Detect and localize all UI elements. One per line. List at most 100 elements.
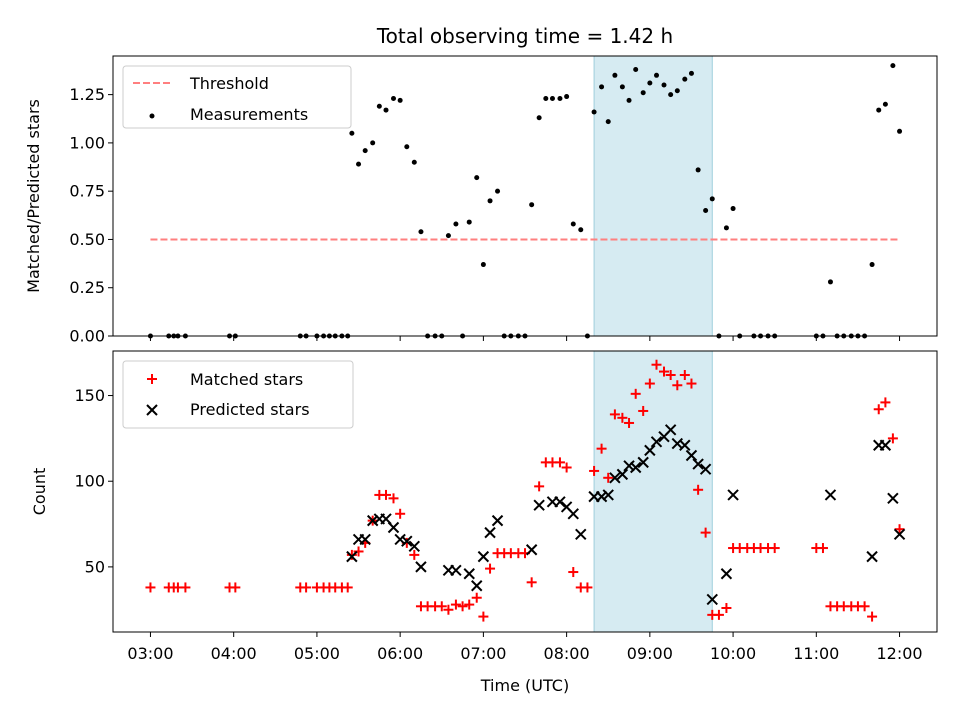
- measurement-point: [633, 67, 639, 73]
- measurement-point: [418, 229, 424, 235]
- predicted-star-point: [727, 489, 739, 501]
- predicted-star-point: [664, 424, 677, 436]
- bottom-x-axis-label: Time (UTC): [480, 676, 569, 695]
- bottom-xtick-label: 07:00: [460, 644, 506, 663]
- measurement-point: [668, 92, 674, 98]
- predicted-star-point: [394, 533, 406, 546]
- predicted-star-point: [366, 514, 379, 527]
- matched-star-point: [180, 582, 191, 593]
- measurement-point: [453, 221, 459, 227]
- matched-star-point: [700, 527, 711, 538]
- matched-star-point: [526, 577, 537, 588]
- matched-star-point: [693, 484, 704, 495]
- measurement-point: [578, 227, 584, 233]
- measurement-point: [730, 206, 736, 212]
- matched-star-point: [145, 582, 156, 593]
- predicted-star-point: [609, 472, 621, 484]
- bottom-x-axis-ticks: 03:00 04:00 05:00 06:00 07:00 08:00 09:00 10:00…: [127, 632, 923, 663]
- top-ytick-label: 1.25: [69, 85, 105, 104]
- measurement-point: [599, 84, 605, 90]
- predicted-star-point: [879, 439, 892, 451]
- matched-star-point: [342, 582, 353, 593]
- measurements-legend-swatch: [149, 113, 155, 119]
- measurement-point: [869, 262, 875, 268]
- matched-stars-legend-label: Matched stars: [190, 370, 303, 389]
- measurement-point: [703, 207, 709, 213]
- measurement-point: [564, 94, 570, 100]
- matched-star-point: [638, 405, 649, 416]
- measurement-point: [674, 88, 680, 94]
- predicted-star-point: [623, 460, 635, 472]
- measurement-point: [397, 97, 403, 103]
- predicted-star-point: [887, 492, 899, 505]
- predicted-star-point: [824, 489, 837, 501]
- bottom-y-axis-label: Count: [30, 468, 49, 516]
- predicted-star-point: [706, 593, 718, 606]
- predicted-star-point: [359, 533, 371, 546]
- bottom-xtick-label: 11:00: [793, 644, 839, 663]
- matched-star-point: [457, 601, 468, 612]
- measurements-legend-label: Measurements: [190, 105, 308, 124]
- matched-star-point: [443, 604, 454, 615]
- predicted-star-point: [685, 449, 698, 462]
- predicted-star-point: [387, 521, 400, 534]
- measurement-point: [349, 130, 355, 136]
- measurement-point: [370, 140, 376, 146]
- top-ytick-label: 0.50: [69, 230, 105, 249]
- predicted-star-point: [533, 499, 545, 511]
- matched-star-point: [568, 567, 579, 578]
- measurement-point: [362, 148, 368, 154]
- measurement-point: [654, 72, 660, 78]
- top-panel: 0.00 0.25 0.50 0.75 1.00 1.25 Total observing…: [24, 24, 938, 346]
- top-legend-box: [122, 65, 352, 129]
- measurement-point: [640, 90, 646, 96]
- matched-star-point: [817, 543, 828, 554]
- predicted-star-point: [893, 528, 906, 541]
- matched-star-point: [651, 359, 662, 370]
- measurement-point: [557, 95, 563, 101]
- matched-star-point: [894, 524, 905, 535]
- predicted-star-point: [484, 526, 496, 539]
- matched-star-point: [686, 378, 697, 389]
- top-ytick-label: 1.00: [69, 133, 105, 152]
- matched-star-point: [471, 592, 482, 603]
- predicted-star-point: [602, 489, 614, 501]
- measurement-point: [695, 167, 701, 173]
- measurement-point: [466, 219, 472, 225]
- predicted-star-point: [567, 508, 579, 520]
- bottom-xtick-label: 06:00: [377, 644, 423, 663]
- measurement-point: [480, 262, 486, 268]
- top-axes-frame: [112, 55, 938, 337]
- matched-stars-legend-swatch: [147, 374, 157, 384]
- matched-star-point: [589, 465, 600, 476]
- measurement-point: [411, 159, 417, 165]
- matched-star-point: [561, 462, 572, 473]
- matched-star-point: [534, 481, 545, 492]
- measurement-point: [591, 109, 597, 115]
- bottom-xtick-label: 05:00: [294, 644, 340, 663]
- bottom-xtick-label: 08:00: [544, 644, 590, 663]
- predicted-star-point: [637, 456, 649, 469]
- predicted-star-point: [650, 436, 663, 448]
- measurement-point: [390, 95, 396, 101]
- predicted-star-point: [554, 496, 566, 508]
- predicted-star-point: [401, 535, 413, 547]
- matched-star-point: [887, 433, 898, 444]
- measurement-point: [882, 101, 888, 107]
- predicted-star-point: [679, 439, 691, 451]
- measurement-point: [897, 128, 903, 134]
- top-y-axis-ticks: 0.00 0.25 0.50 0.75 1.00 1.25: [69, 85, 113, 346]
- bottom-xtick-label: 03:00: [127, 644, 173, 663]
- matched-star-point: [873, 404, 884, 415]
- measurement-point: [647, 80, 653, 86]
- matched-star-point: [301, 582, 312, 593]
- predicted-star-point: [699, 463, 712, 475]
- matched-star-point: [617, 412, 628, 423]
- bottom-xtick-label: 04:00: [211, 644, 257, 663]
- measurement-point: [682, 76, 688, 82]
- matched-star-point: [630, 388, 641, 399]
- matched-star-point: [409, 549, 420, 560]
- measurement-point: [612, 72, 618, 78]
- matched-star-point: [769, 543, 780, 554]
